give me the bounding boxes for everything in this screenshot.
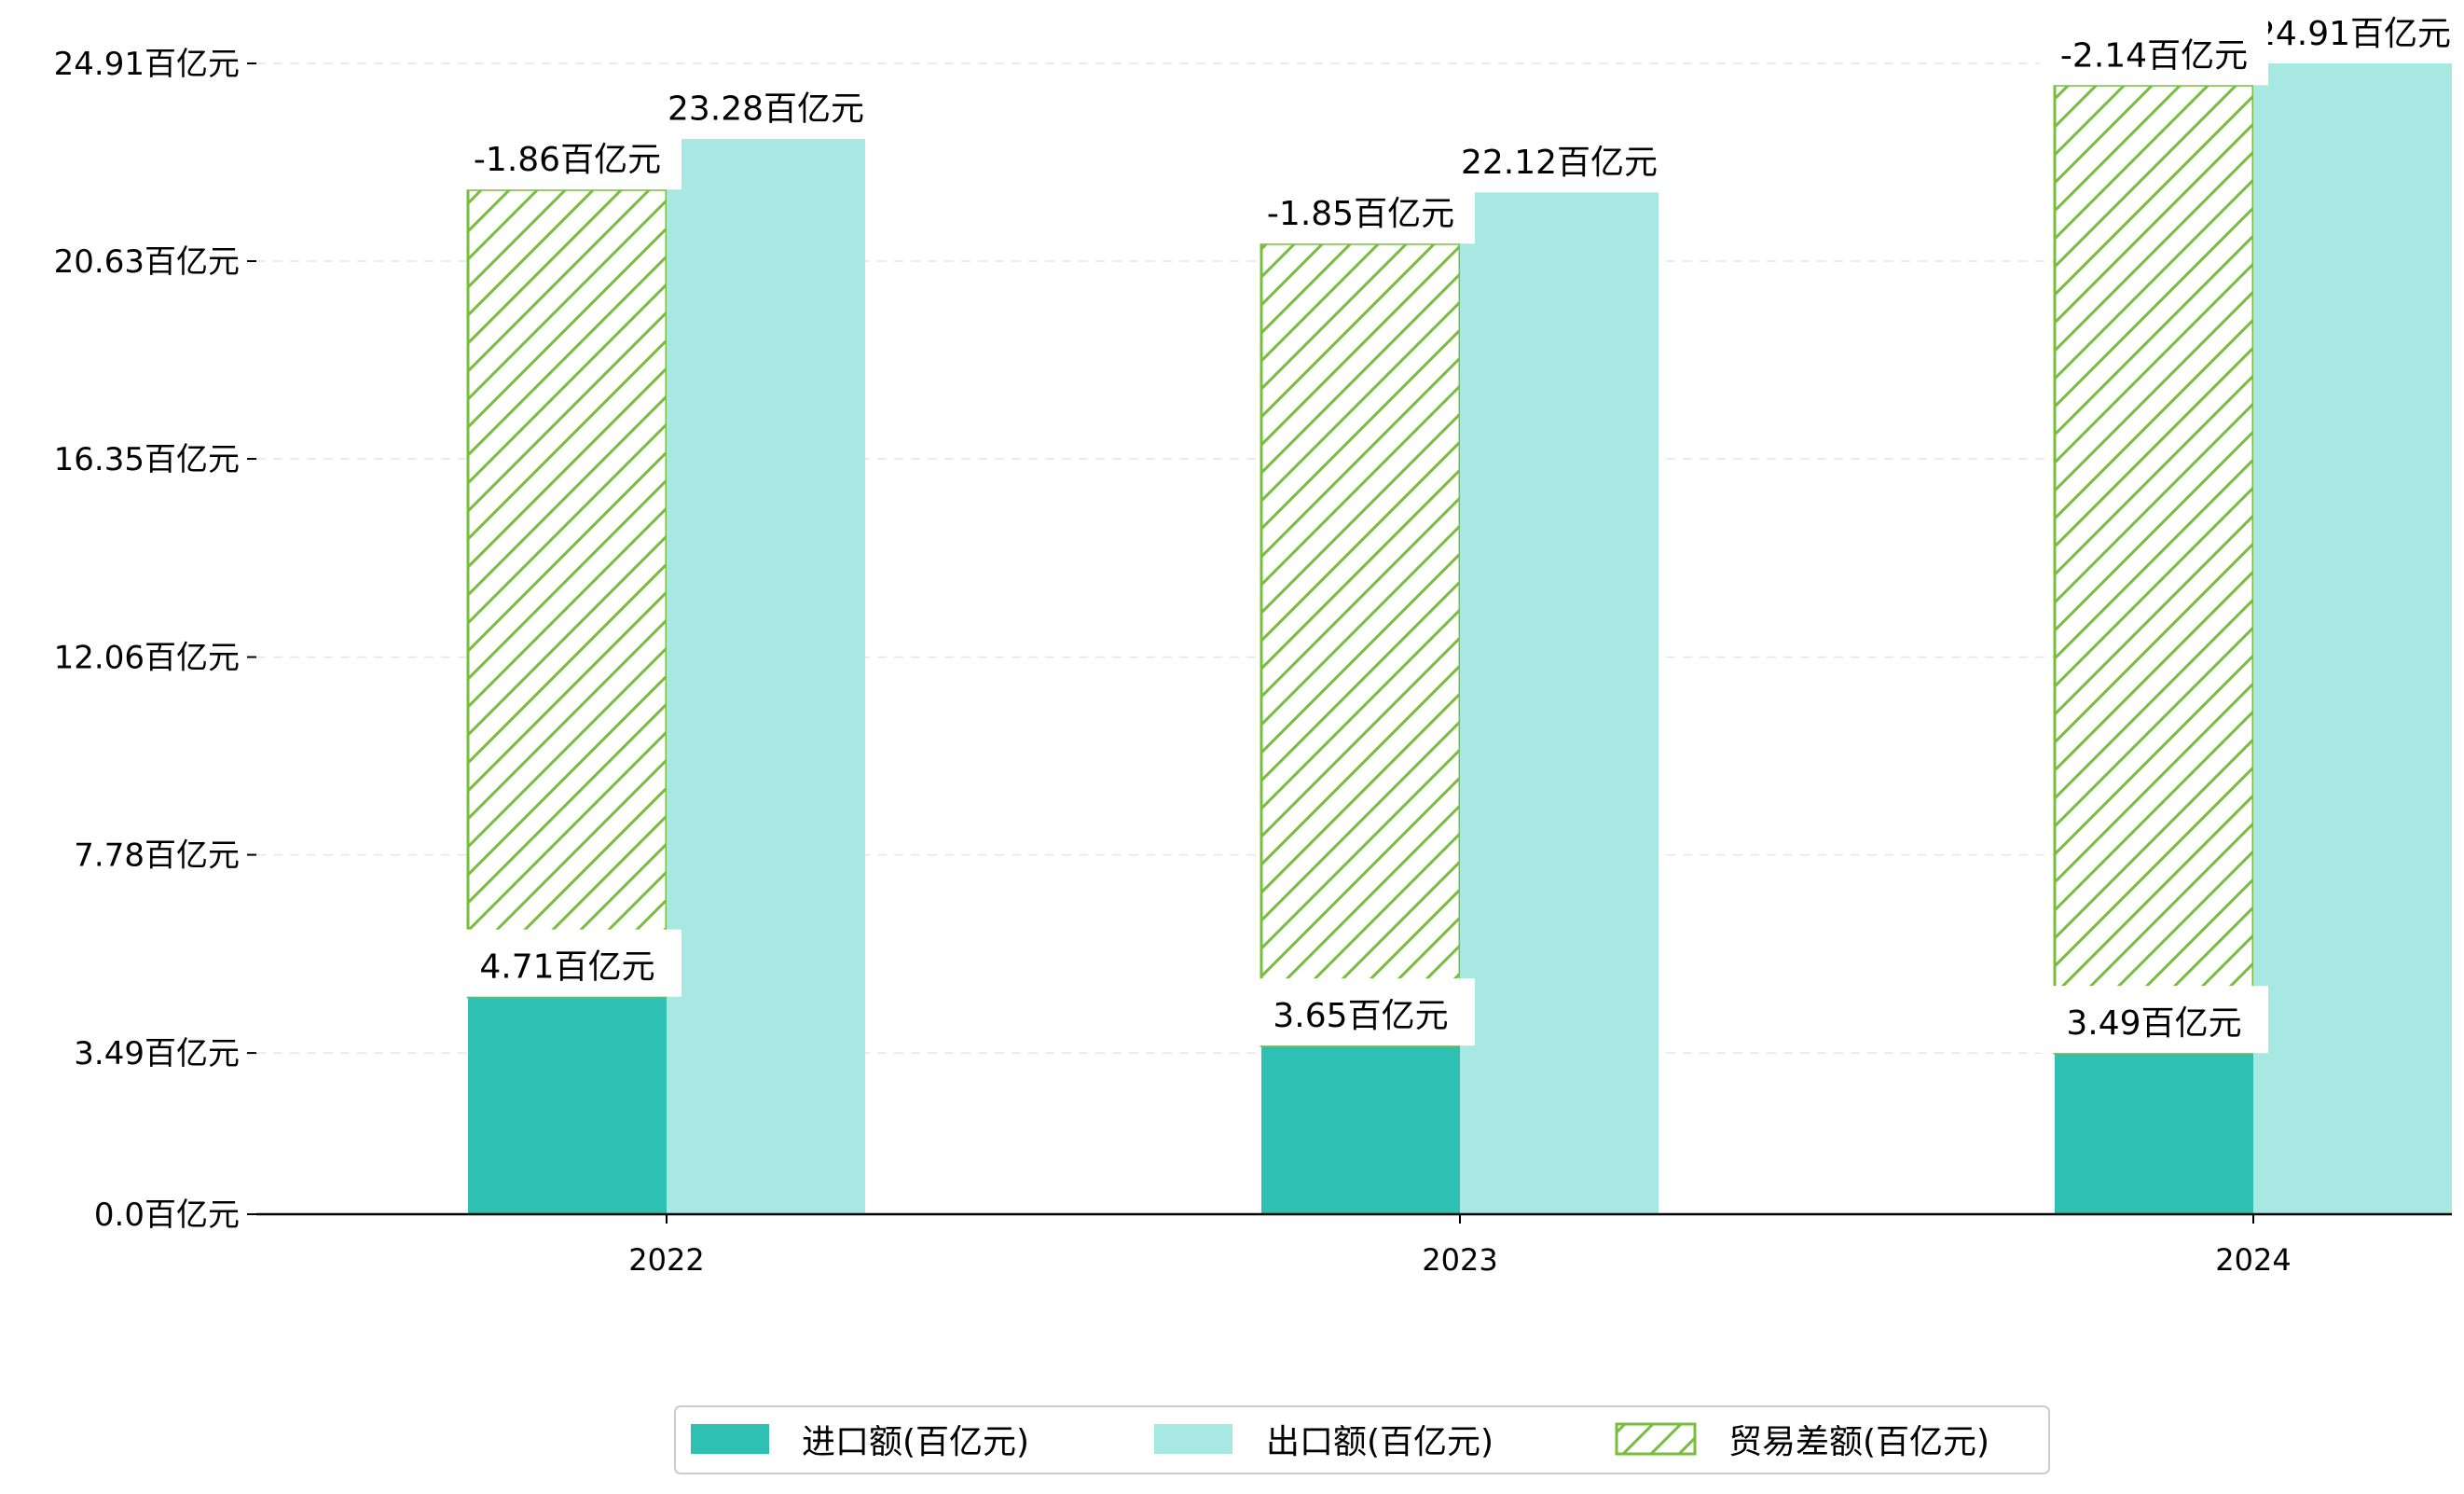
x-tick-label: 2024: [2215, 1242, 2291, 1278]
data-label: 3.49百亿元: [2066, 1004, 2241, 1043]
legend: 进口额(百亿元) 出口额(百亿元) 贸易差额(百亿元): [674, 1405, 2050, 1474]
legend-label: 进口额(百亿元): [802, 1423, 1029, 1461]
data-label-box: [1445, 125, 1673, 193]
data-labels: 23.28百亿元-1.86百亿元 4.71百亿元 22.12百亿元-1.85百亿元 3…: [453, 0, 2464, 1054]
data-label-box: [2238, 0, 2464, 63]
data-label: 23.28百亿元: [668, 90, 864, 129]
bars: [466, 63, 2452, 1215]
y-tick-label: 0.0百亿元: [94, 1197, 240, 1234]
y-tick-label: 24.91百亿元: [54, 46, 240, 83]
data-label-box: [1246, 176, 1475, 244]
y-tick-label: 7.78百亿元: [74, 837, 240, 875]
data-label-box: [453, 122, 681, 190]
bar-import: [1261, 1045, 1460, 1214]
x-tick-label: 2023: [1422, 1242, 1497, 1278]
bar-import: [468, 996, 667, 1214]
legend-swatch-import: [691, 1424, 769, 1454]
bar-trade-balance: [2053, 83, 2255, 1055]
data-label-box: [652, 71, 880, 139]
data-label: 3.65百亿元: [1273, 997, 1448, 1035]
data-label-box: [1246, 978, 1475, 1046]
data-label-box: [2040, 986, 2268, 1054]
y-tick-label: 20.63百亿元: [54, 243, 240, 281]
data-label: 22.12百亿元: [1461, 144, 1658, 182]
data-label: 4.71百亿元: [479, 948, 654, 987]
bar-export: [2253, 63, 2452, 1214]
data-label: -1.86百亿元: [474, 141, 661, 179]
data-label-box: [2040, 18, 2268, 86]
legend-box: [674, 1405, 2050, 1474]
legend-label: 贸易差额(百亿元): [1728, 1423, 1989, 1461]
data-label-box: [453, 929, 681, 997]
data-label: -1.85百亿元: [1267, 195, 1454, 233]
bar-import: [2055, 1053, 2253, 1214]
y-tick-label: 16.35百亿元: [54, 441, 240, 478]
legend-swatch-trade-balance: [1615, 1422, 1697, 1456]
y-tick-label: 12.06百亿元: [54, 640, 240, 677]
data-label: 24.91百亿元: [2254, 15, 2451, 53]
bar-trade-balance: [466, 187, 668, 999]
bar-trade-balance: [1260, 242, 1462, 1047]
legend-label: 出口额(百亿元): [1266, 1423, 1494, 1461]
y-tick-label: 3.49百亿元: [74, 1035, 240, 1072]
legend-swatch-export: [1154, 1424, 1232, 1454]
data-label: -2.14百亿元: [2060, 36, 2248, 75]
bar-export: [1460, 192, 1659, 1215]
bar-export: [667, 138, 865, 1214]
x-tick-label: 2022: [628, 1242, 704, 1278]
axes: 0.0百亿元 3.49百亿元 7.78百亿元 12.06百亿元 16.35百亿元 20.6…: [54, 46, 2452, 1278]
